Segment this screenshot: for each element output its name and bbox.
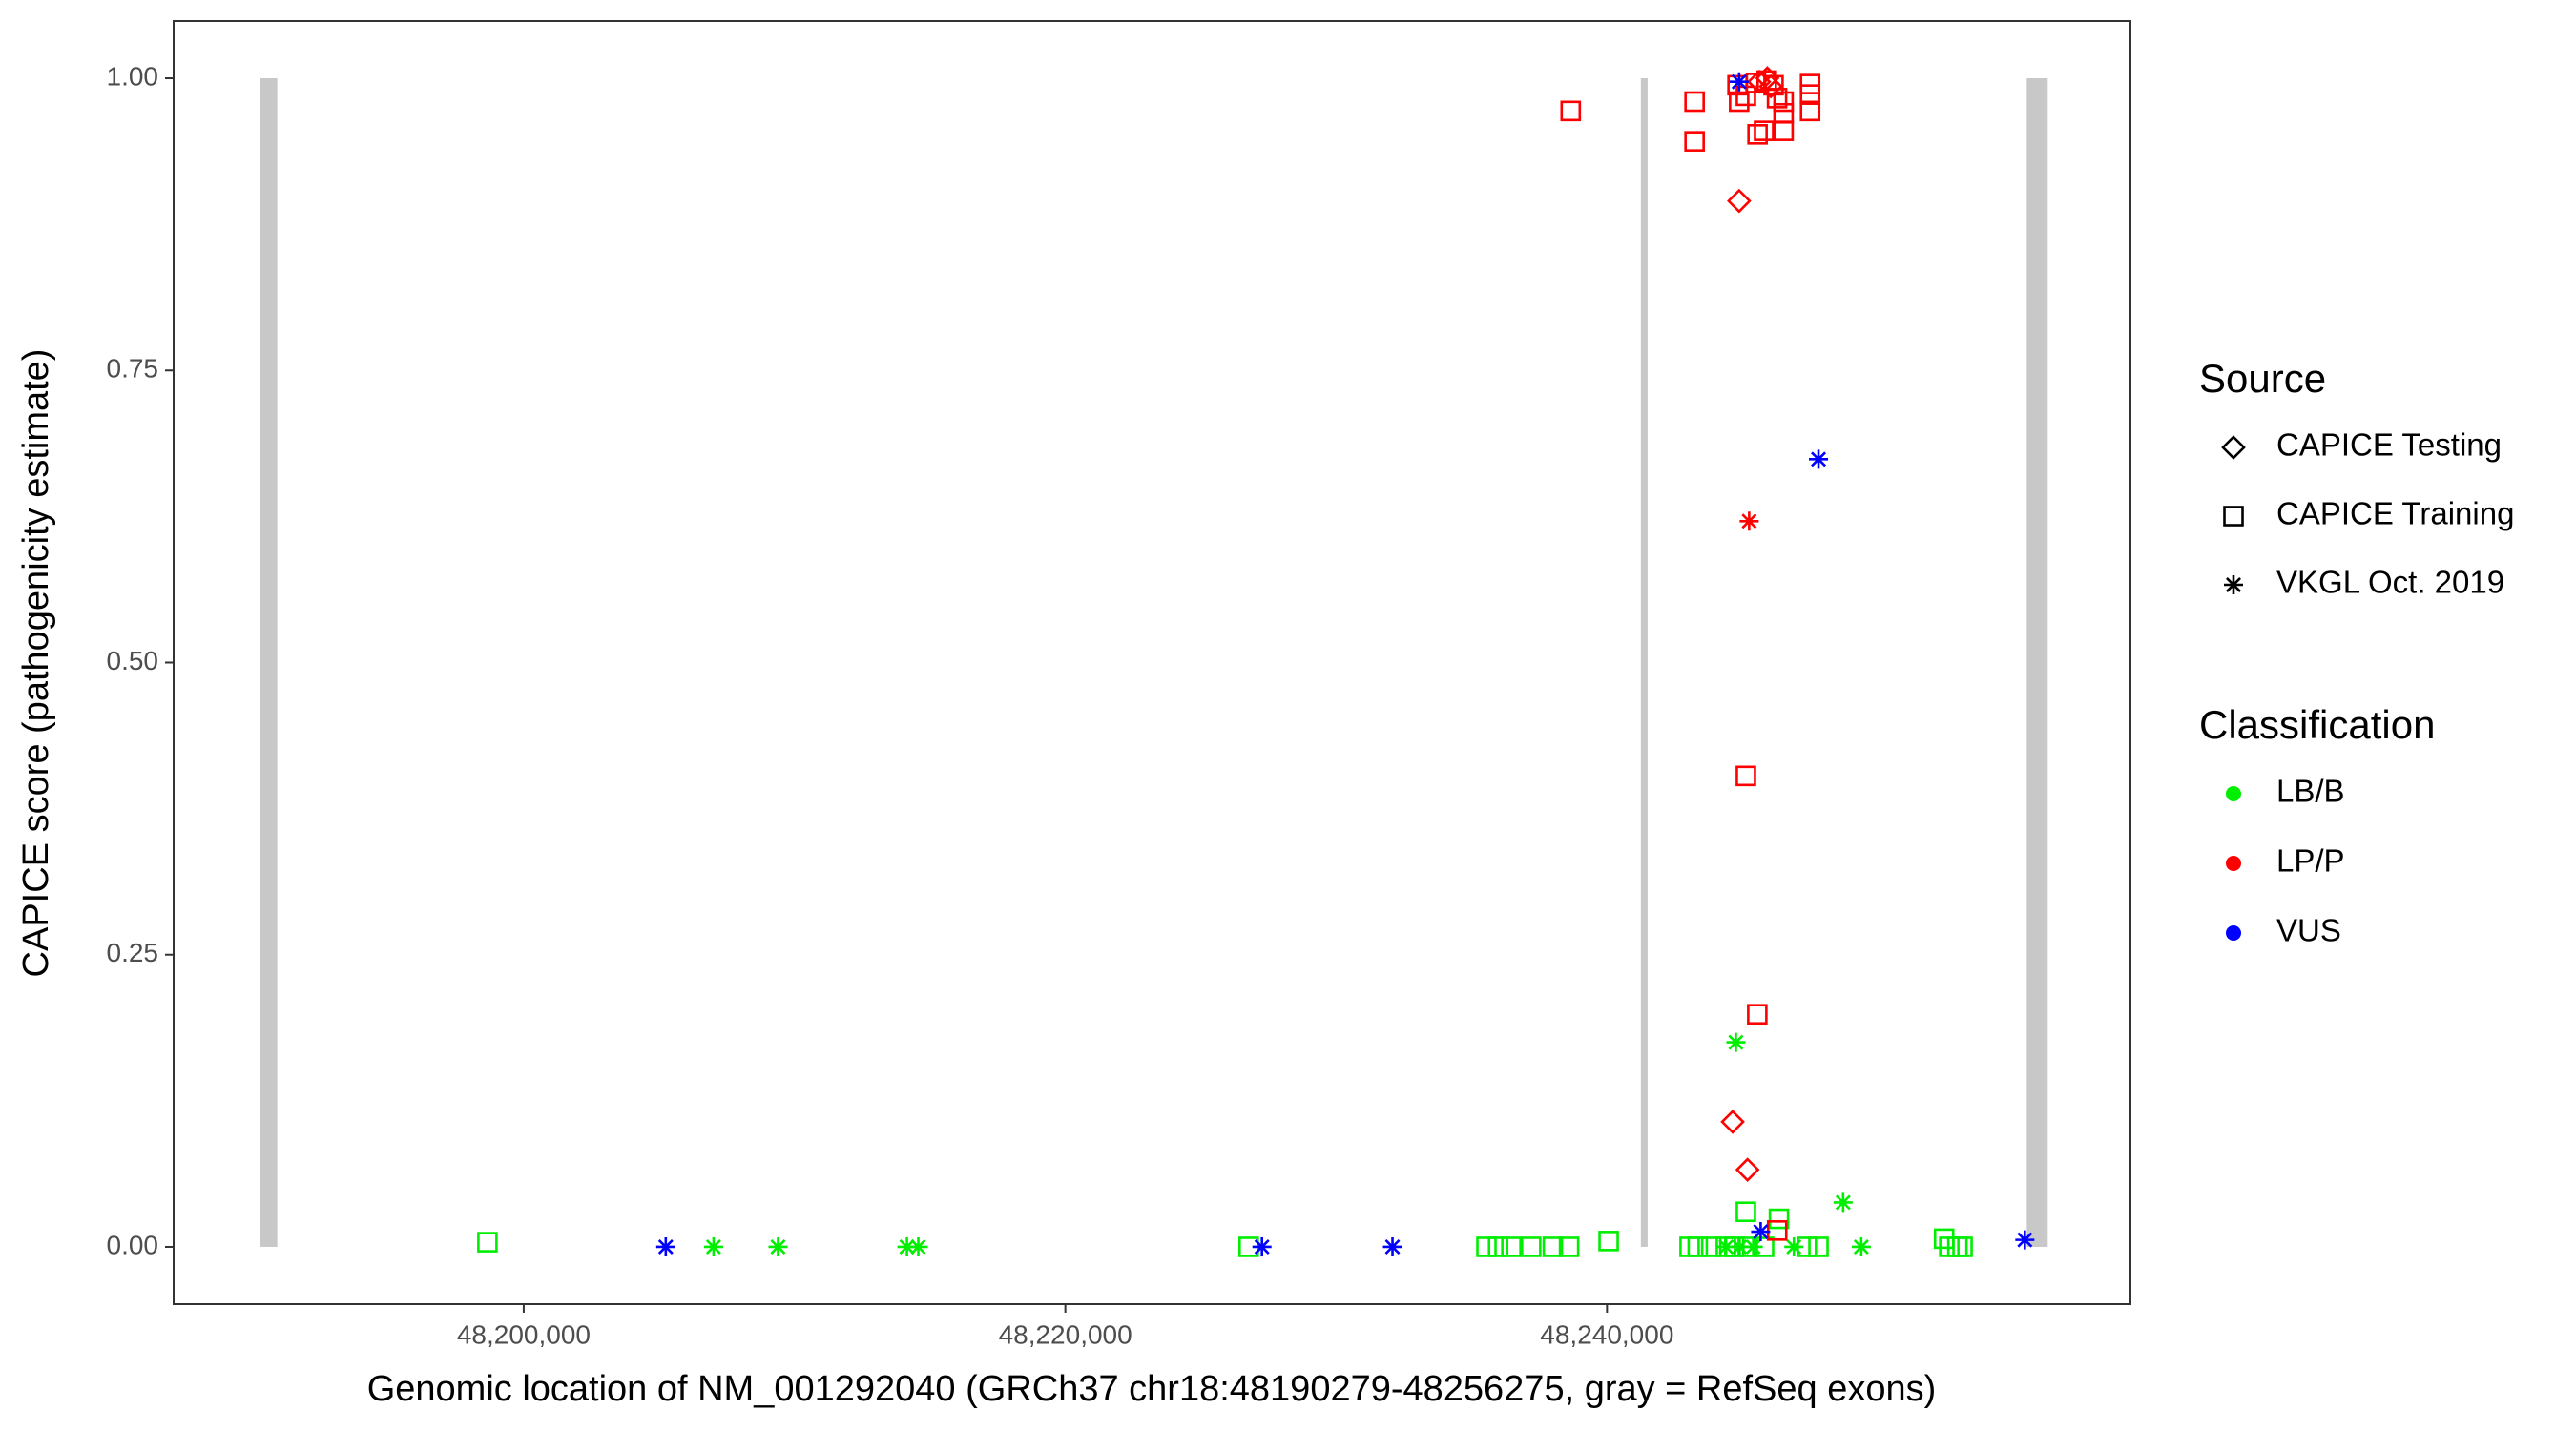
point [1729, 91, 1750, 113]
panel-border [173, 20, 2131, 1305]
point [1773, 91, 1795, 113]
point [1952, 1236, 1973, 1257]
point [1684, 91, 1705, 113]
point [1755, 66, 1780, 91]
legend-symbol [2221, 435, 2246, 460]
point [1833, 1192, 1853, 1213]
point [1501, 1236, 1522, 1257]
y-tick-label: 0.75 [107, 354, 159, 384]
point [1720, 1110, 1745, 1134]
point [1735, 765, 1756, 787]
point [1754, 120, 1775, 141]
point [1773, 120, 1795, 141]
point [1799, 84, 1821, 105]
point [1252, 1236, 1272, 1256]
point [1476, 1236, 1497, 1257]
point [1751, 1222, 1771, 1242]
x-tick-label: 48,200,000 [457, 1319, 591, 1349]
y-tick-label: 0.25 [107, 938, 159, 967]
point [1542, 1236, 1564, 1257]
legend-label: CAPICE Training [2276, 496, 2514, 531]
x-tick-label: 48,240,000 [1540, 1319, 1673, 1349]
point [1743, 1236, 1763, 1256]
point [1739, 511, 1759, 531]
legend-label: LB/B [2276, 774, 2345, 809]
exon-bar [1640, 78, 1648, 1247]
exon-bar [2026, 78, 2048, 1247]
point [1716, 1236, 1736, 1256]
point [1808, 1236, 1829, 1257]
point [1851, 1236, 1871, 1256]
legend-symbol [2226, 925, 2241, 941]
point [1521, 1236, 1542, 1257]
point [768, 1236, 788, 1256]
legend-label: LP/P [2276, 843, 2345, 879]
point [1382, 1236, 1402, 1256]
point [1747, 1004, 1768, 1026]
legend-label: CAPICE Testing [2276, 427, 2502, 463]
point [1560, 100, 1582, 122]
y-tick-label: 0.50 [107, 646, 159, 675]
point [1487, 1236, 1509, 1257]
point [1799, 100, 1821, 122]
point [1747, 124, 1768, 145]
legend-label: VKGL Oct. 2019 [2276, 565, 2504, 600]
point [703, 1236, 723, 1256]
point [1747, 69, 1772, 94]
legend-title: Source [2199, 356, 2326, 401]
point [1730, 1236, 1750, 1256]
legend-symbol [2226, 856, 2241, 871]
legend-label: VUS [2276, 913, 2341, 948]
point [1758, 73, 1783, 99]
point [1729, 72, 1749, 92]
legend-symbol [2224, 575, 2243, 594]
legend-title: Classification [2199, 702, 2435, 747]
y-tick-label: 1.00 [107, 61, 159, 91]
point [1809, 449, 1829, 469]
x-tick-label: 48,220,000 [999, 1319, 1132, 1349]
point [1735, 1201, 1756, 1223]
y-tick-label: 0.00 [107, 1230, 159, 1259]
point [655, 1236, 675, 1256]
point [2015, 1230, 2035, 1250]
point [1598, 1231, 1619, 1252]
point [1768, 1208, 1790, 1230]
x-axis-title: Genomic location of NM_001292040 (GRCh37… [367, 1369, 1937, 1409]
exon-bar [260, 78, 278, 1247]
point [1687, 1236, 1709, 1257]
point [1684, 131, 1705, 152]
point [1726, 1032, 1746, 1052]
point [477, 1232, 498, 1253]
legend-symbol [2223, 506, 2244, 527]
point [897, 1236, 917, 1256]
point [1558, 1236, 1580, 1257]
point [1735, 1157, 1760, 1182]
point [1799, 73, 1821, 94]
point [908, 1236, 928, 1256]
point [1784, 1236, 1804, 1256]
point [1727, 188, 1752, 214]
legend-symbol [2226, 786, 2241, 801]
y-axis-title: CAPICE score (pathogenicity estimate) [16, 349, 56, 978]
